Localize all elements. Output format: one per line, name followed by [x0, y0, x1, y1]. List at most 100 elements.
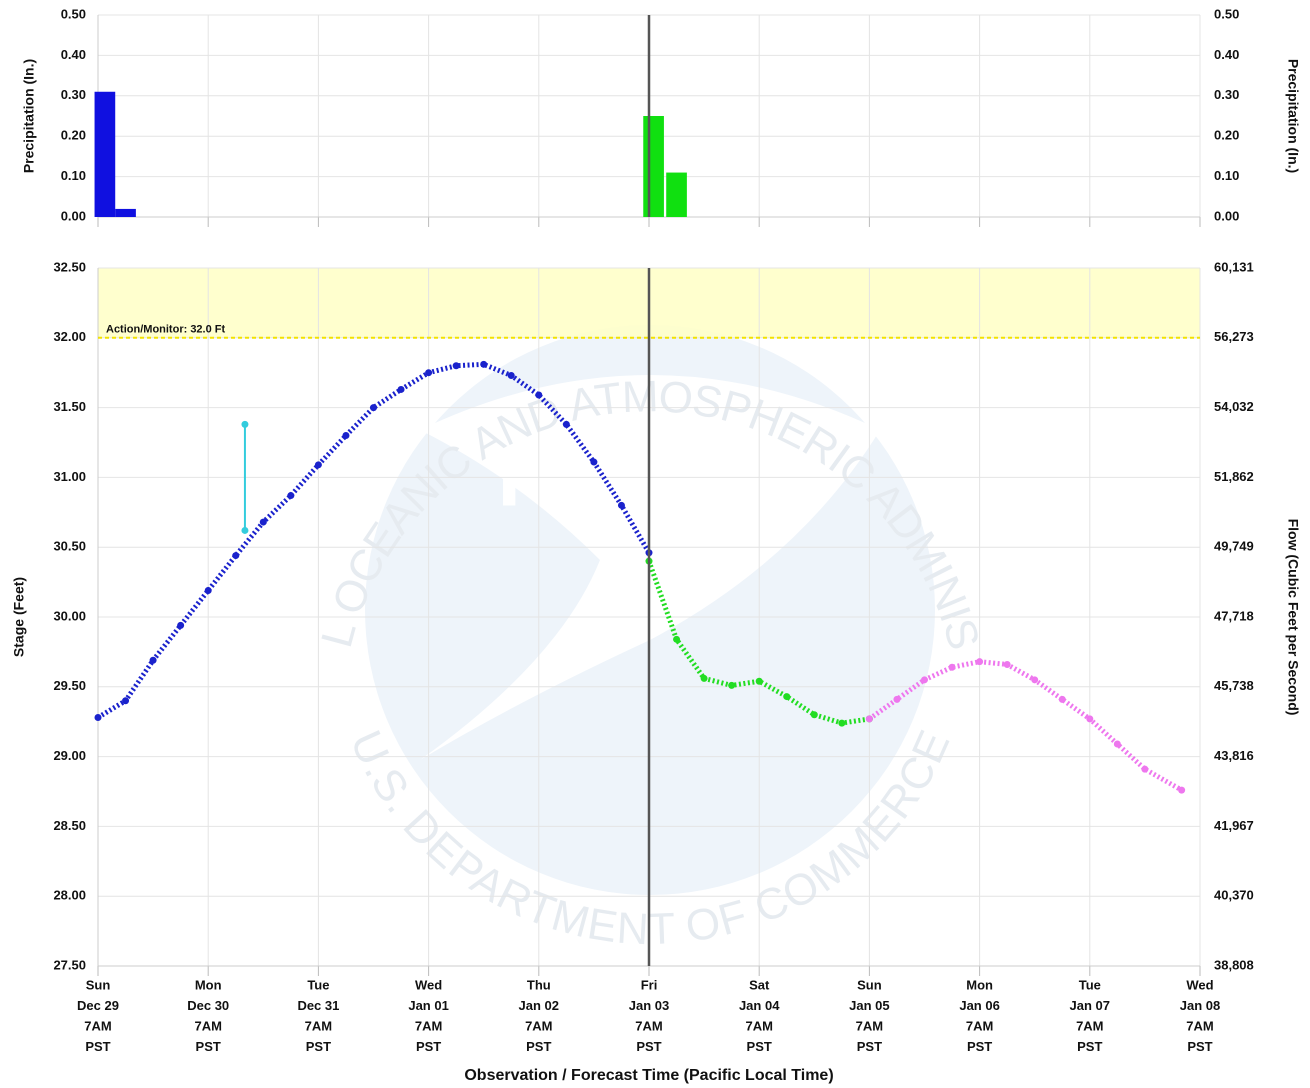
series-point [177, 621, 185, 629]
x-tick-label: 7AM [745, 1018, 772, 1033]
series-point [370, 404, 377, 412]
x-tick-label: Jan 08 [1180, 998, 1220, 1013]
x-tick-label: PST [306, 1039, 331, 1054]
x-tick-label: Jan 04 [739, 998, 780, 1013]
series-point [921, 676, 928, 684]
series-point [259, 518, 267, 526]
y-tick-label: 30.50 [53, 539, 86, 554]
x-tick-label: PST [1187, 1039, 1212, 1054]
x-tick-label: Mon [195, 977, 222, 992]
series-point [149, 656, 157, 664]
y-tick-label: 30.00 [53, 608, 86, 623]
y2-tick-label: 38,808 [1214, 957, 1254, 972]
series-point [232, 552, 240, 560]
y2-tick-label: 0.40 [1214, 47, 1239, 62]
series-point [1178, 786, 1186, 794]
x-tick-label: PST [1077, 1039, 1102, 1054]
x-tick-label: Jan 01 [408, 998, 448, 1013]
y-tick-label: 0.10 [61, 168, 86, 183]
series-point [755, 677, 763, 685]
series-point [122, 697, 130, 705]
bar [666, 172, 687, 217]
x-tick-label: Jan 07 [1070, 998, 1110, 1013]
y-tick-label: 28.50 [53, 818, 86, 833]
y-tick-label: 0.20 [61, 128, 86, 143]
x-axis-title: Observation / Forecast Time (Pacific Loc… [464, 1067, 833, 1084]
y2-tick-label: 54,032 [1214, 399, 1254, 414]
watermark-center: NOAA [497, 419, 804, 526]
x-tick-label: 7AM [525, 1018, 552, 1033]
series-point [1113, 740, 1121, 748]
series-point [700, 674, 708, 682]
y2-tick-label: 47,718 [1214, 608, 1254, 623]
series-point [893, 695, 901, 703]
series-point [452, 362, 460, 370]
series-point [94, 714, 102, 722]
series-point [1141, 765, 1149, 773]
x-tick-label: 7AM [1186, 1018, 1213, 1033]
y-tick-label: 28.00 [53, 888, 86, 903]
series-point [342, 432, 350, 440]
y-axis-title: Precipitation (In.) [21, 59, 37, 173]
series-point [314, 461, 322, 469]
x-tick-label: Jan 06 [959, 998, 999, 1013]
y2-tick-label: 0.20 [1214, 128, 1239, 143]
x-tick-label: Dec 31 [297, 998, 339, 1013]
series-point [976, 658, 984, 666]
y-tick-label: 0.00 [61, 208, 86, 223]
series-point [204, 586, 212, 594]
series-point [673, 635, 681, 643]
bar [94, 91, 116, 217]
y2-tick-label: 41,967 [1214, 818, 1254, 833]
x-tick-label: Mon [966, 977, 993, 992]
y-tick-label: 31.00 [53, 469, 86, 484]
bar [115, 208, 136, 217]
x-tick-label: Tue [1079, 977, 1101, 992]
y-tick-label: 0.40 [61, 47, 86, 62]
x-tick-label: PST [526, 1039, 551, 1054]
x-tick-label: Thu [527, 977, 551, 992]
y2-tick-label: 0.10 [1214, 168, 1239, 183]
y2-tick-label: 43,816 [1214, 748, 1254, 763]
x-tick-label: 7AM [84, 1018, 111, 1033]
threshold-label: Action/Monitor: 32.0 Ft [106, 324, 226, 336]
x-tick-label: 7AM [1076, 1018, 1103, 1033]
x-tick-label: PST [636, 1039, 661, 1054]
x-tick-label: PST [857, 1039, 882, 1054]
x-tick-label: 7AM [966, 1018, 993, 1033]
y2-tick-label: 60,131 [1214, 259, 1254, 274]
y2-tick-label: 45,738 [1214, 678, 1254, 693]
series-point [838, 719, 846, 727]
series-point [783, 693, 791, 701]
series-point [287, 492, 295, 500]
series-point [241, 420, 249, 428]
x-tick-label: Sat [749, 977, 770, 992]
series-point [810, 711, 818, 719]
x-tick-label: PST [416, 1039, 441, 1054]
y2-tick-label: 56,273 [1214, 329, 1254, 344]
series-point [948, 663, 956, 671]
x-tick-label: 7AM [415, 1018, 442, 1033]
y2-axis-title: Precipitation (In.) [1285, 59, 1301, 173]
y-tick-label: 32.50 [53, 259, 86, 274]
y2-tick-label: 0.30 [1214, 87, 1239, 102]
bar [643, 116, 664, 217]
y-tick-label: 0.30 [61, 87, 86, 102]
x-tick-label: Jan 02 [519, 998, 559, 1013]
series-point [241, 526, 249, 534]
series-point [507, 371, 515, 379]
x-tick-label: Wed [415, 977, 442, 992]
series-point [1003, 660, 1011, 668]
x-tick-label: PST [747, 1039, 772, 1054]
y-tick-label: 29.50 [53, 678, 86, 693]
x-tick-label: 7AM [635, 1018, 662, 1033]
x-tick-label: Dec 30 [187, 998, 229, 1013]
series-line [646, 560, 870, 726]
x-tick-label: Jan 03 [629, 998, 669, 1013]
y2-tick-label: 0.00 [1214, 208, 1239, 223]
series-point [562, 420, 570, 428]
y-tick-label: 0.50 [61, 6, 86, 21]
x-tick-label: Wed [1186, 977, 1213, 992]
y-tick-label: 32.00 [53, 329, 86, 344]
